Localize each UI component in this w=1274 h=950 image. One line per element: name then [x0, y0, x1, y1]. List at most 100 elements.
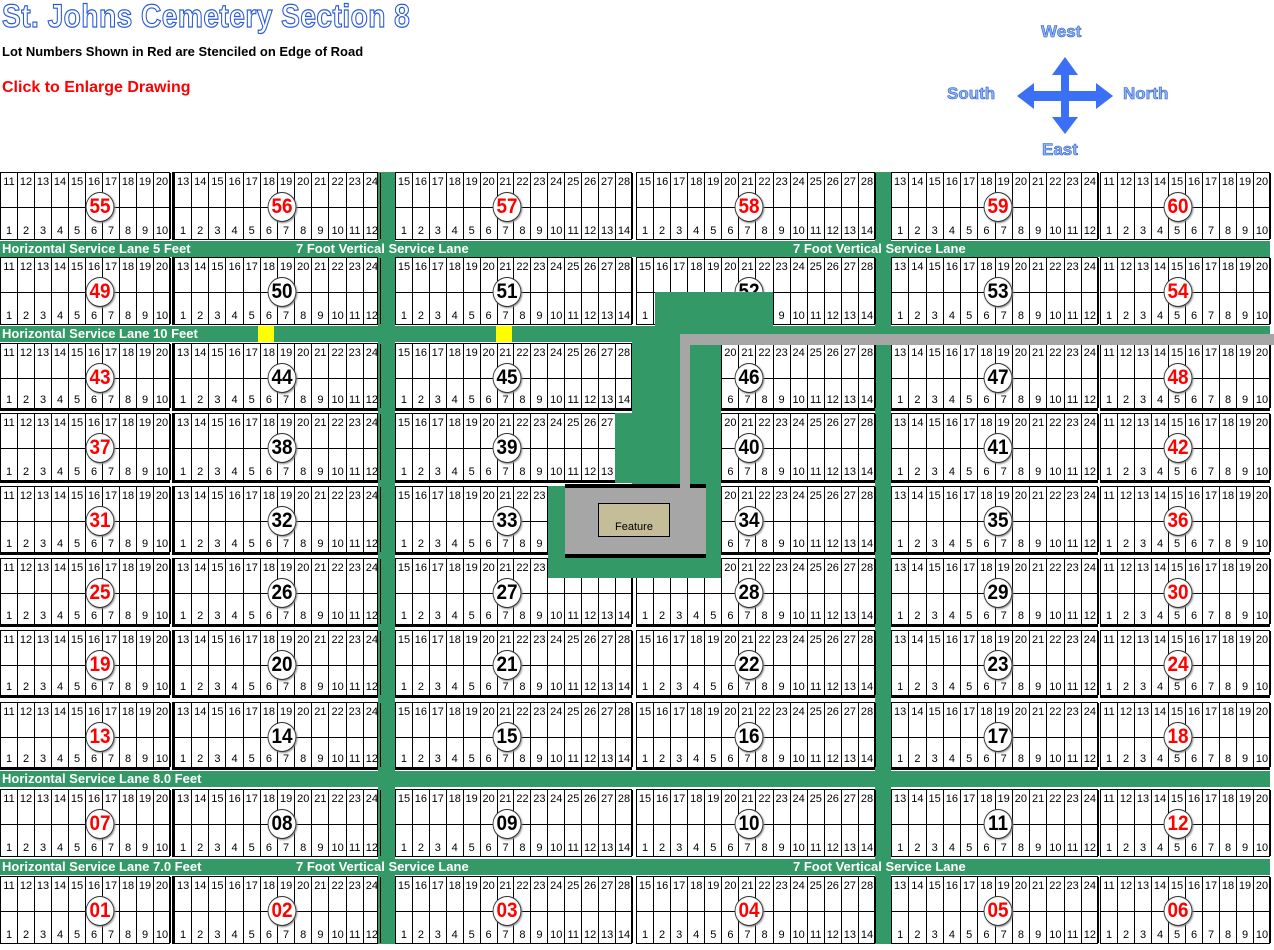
lot[interactable]: 12 2	[18, 703, 35, 767]
lot[interactable]: 19 9	[137, 631, 154, 695]
lot[interactable]: 17 5	[961, 344, 979, 408]
lot[interactable]: 15 5	[69, 877, 86, 943]
section-block[interactable]: 13 1 14 2 15 3 16 4 17 5 18 6 19 7 20 8 21 9 22 10 23 11 24 12 0…	[172, 876, 381, 944]
lot[interactable]: 14 2	[909, 877, 927, 943]
lot[interactable]: 13 1	[892, 258, 910, 324]
lot[interactable]: 21 9	[312, 173, 330, 239]
lot[interactable]: 13 3	[1135, 258, 1152, 324]
section-label[interactable]: 15	[492, 722, 522, 752]
lot[interactable]: 17 7	[1203, 631, 1220, 695]
section-block[interactable]: 11 1 12 2 13 3 14 4 15 5 16 6 17 7 18 8 19 9 20 10 25	[0, 558, 171, 627]
lot[interactable]: 19 7	[996, 258, 1013, 324]
lot[interactable]: 15 3	[927, 258, 944, 324]
lot[interactable]: 18 8	[1220, 258, 1237, 324]
section-block[interactable]: 13 1 14 2 15 3 16 4 17 5 18 6 19 7 20 8 21 9 22 10 23 11 24 12 5…	[172, 172, 381, 240]
lot[interactable]: 23 9	[531, 877, 549, 943]
lot[interactable]: 17 5	[961, 559, 979, 624]
section-label[interactable]: 56	[267, 192, 297, 222]
section-label[interactable]: 42	[1163, 433, 1192, 463]
lot[interactable]: 11 1	[1101, 258, 1118, 324]
lot[interactable]: 12 2	[1118, 344, 1135, 408]
lot[interactable]: 19 7	[996, 790, 1013, 856]
lot[interactable]: 16 4	[227, 631, 244, 695]
lot[interactable]: 17 7	[103, 173, 120, 239]
lot[interactable]: 13 3	[35, 487, 52, 552]
lot[interactable]: 21 9	[1030, 790, 1048, 856]
lot[interactable]: 17 7	[1203, 173, 1220, 239]
lot[interactable]: 16 6	[1186, 631, 1203, 695]
section-block[interactable]: 13 1 14 2 15 3 16 4 17 5 18 6 19 7 20 8 21 9 22 10 23 11 24 12 2…	[891, 558, 1099, 627]
lot[interactable]: 14 2	[192, 703, 210, 767]
lot[interactable]: 23 9	[531, 487, 549, 552]
lot[interactable]: 14 2	[192, 487, 210, 552]
lot[interactable]: 12 2	[1118, 790, 1135, 856]
section-label[interactable]: 30	[1163, 578, 1192, 608]
lot[interactable]: 17 5	[961, 258, 979, 324]
lot[interactable]: 20 8	[1013, 344, 1030, 408]
lot[interactable]: 14 2	[192, 173, 210, 239]
lot[interactable]: 12 2	[18, 414, 35, 480]
lot[interactable]: 14 2	[909, 258, 927, 324]
lot[interactable]: 11 1	[1, 344, 18, 408]
lot[interactable]: 19 9	[1237, 173, 1254, 239]
lot[interactable]: 19 7	[996, 173, 1013, 239]
lot[interactable]: 22 10	[1047, 487, 1065, 552]
lot[interactable]: 23 9	[774, 487, 791, 552]
lot[interactable]: 19 9	[137, 877, 154, 943]
lot[interactable]: 19 9	[1237, 703, 1254, 767]
section-block[interactable]: 11 1 12 2 13 3 14 4 15 5 16 6 17 7 18 8 19 9 20 10 54	[1100, 257, 1271, 325]
lot[interactable]: 17 5	[244, 631, 261, 695]
lot[interactable]: 20 10	[1254, 173, 1271, 239]
lot[interactable]: 12 2	[18, 790, 35, 856]
lot[interactable]: 18 8	[120, 414, 137, 480]
section-label[interactable]: 60	[1163, 192, 1192, 222]
lot[interactable]: 23 9	[774, 559, 791, 624]
lot[interactable]: 23 11	[1065, 344, 1082, 408]
lot[interactable]: 11 1	[1, 703, 18, 767]
lot[interactable]: 18 8	[1220, 414, 1237, 480]
lot[interactable]: 16 6	[1186, 258, 1203, 324]
lot[interactable]: 13 1	[892, 790, 910, 856]
section-label[interactable]: 50	[267, 277, 297, 307]
section-label[interactable]: 03	[492, 896, 522, 926]
lot[interactable]: 21 9	[1030, 258, 1048, 324]
section-label[interactable]: 28	[734, 578, 764, 608]
lot[interactable]: 21 9	[312, 877, 330, 943]
lot[interactable]: 22 10	[330, 631, 347, 695]
lot[interactable]: 13 3	[1135, 344, 1152, 408]
section-label[interactable]: 19	[85, 650, 115, 680]
lot[interactable]: 23 11	[347, 703, 364, 767]
lot[interactable]: 24 12	[364, 559, 381, 624]
section-label[interactable]: 39	[492, 433, 522, 463]
section-label[interactable]: 44	[267, 363, 297, 393]
lot[interactable]: 24 12	[364, 173, 381, 239]
